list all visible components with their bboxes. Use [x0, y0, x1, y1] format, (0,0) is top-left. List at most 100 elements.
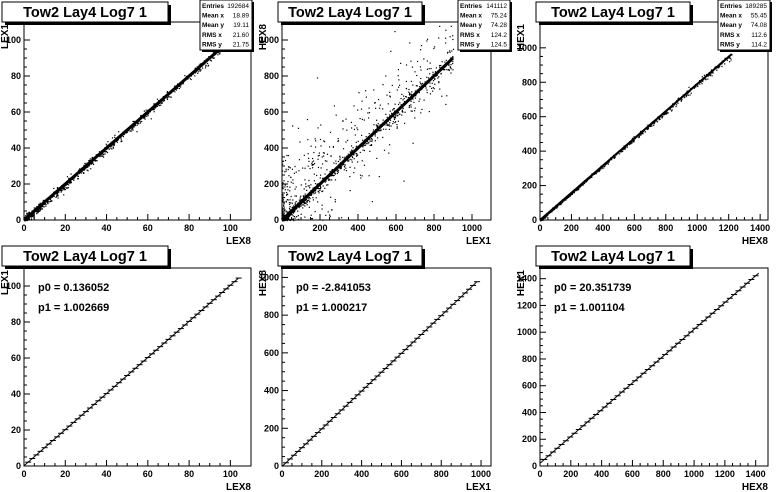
scatter-point [295, 219, 297, 221]
scatter-point [282, 160, 285, 162]
scatter-point [321, 156, 323, 158]
scatter-point [311, 164, 313, 166]
scatter-point [426, 60, 428, 62]
scatter-point [350, 151, 352, 153]
stats-value: 21.60 [233, 32, 250, 39]
scatter-point [437, 77, 439, 79]
scatter-point [31, 214, 33, 216]
scatter-point [147, 114, 149, 117]
scatter-point [83, 169, 85, 172]
scatter-point [354, 167, 356, 169]
scatter-point [26, 219, 29, 222]
scatter-point [285, 210, 287, 212]
scatter-point [287, 199, 289, 201]
scatter-point [285, 168, 287, 170]
scatter-point [336, 170, 338, 172]
scatter-point [294, 202, 296, 204]
scatter-point [170, 96, 172, 98]
y-tick-label: 80 [11, 317, 21, 327]
scatter-point [370, 144, 373, 146]
scatter-point [293, 210, 295, 212]
scatter-point [449, 66, 451, 68]
scatter-point [629, 143, 631, 145]
scatter-point [102, 155, 104, 157]
scatter-point [365, 96, 368, 98]
scatter-point [331, 179, 333, 181]
scatter-point [342, 120, 344, 122]
scatter-point [341, 164, 343, 166]
scatter-point [196, 66, 198, 68]
x-tick-label: 800 [426, 223, 441, 233]
scatter-point [90, 168, 92, 170]
scatter-point [382, 83, 384, 86]
scatter-point [382, 108, 384, 110]
scatter-point [378, 175, 380, 178]
scatter-point [31, 215, 34, 217]
scatter-point [28, 212, 30, 214]
scatter-point [282, 182, 284, 184]
scatter-point [290, 202, 292, 204]
scatter-point [369, 144, 371, 146]
scatter-point [105, 143, 107, 145]
scatter-point [153, 111, 155, 113]
scatter-point [141, 120, 143, 123]
scatter-point [286, 219, 288, 221]
y-tick-label: 0 [532, 215, 537, 225]
scatter-point [117, 139, 119, 142]
scatter-point [427, 77, 430, 79]
scatter-point [291, 168, 294, 170]
scatter-point [308, 199, 310, 201]
scatter-point [701, 76, 703, 78]
scatter-point [360, 108, 363, 110]
scatter-point [394, 122, 396, 124]
scatter-point [340, 166, 343, 168]
scatter-point [286, 186, 288, 188]
scatter-point [358, 92, 360, 94]
scatter-point [404, 96, 407, 98]
x-tick-label: 0 [279, 469, 284, 479]
scatter-point [419, 49, 422, 51]
scatter-point [380, 129, 382, 131]
scatter-point [283, 209, 286, 211]
scatter-point [89, 158, 91, 160]
scatter-point [379, 104, 381, 106]
scatter-point [351, 127, 353, 129]
scatter-point [409, 92, 411, 94]
y-tick-label: 200 [522, 181, 537, 191]
scatter-point [283, 207, 286, 209]
scatter-point [33, 213, 35, 215]
scatter-point [658, 119, 660, 121]
scatter-point [115, 140, 118, 143]
scatter-point [301, 204, 303, 206]
scatter-density-band [280, 56, 455, 222]
scatter-point [426, 76, 428, 78]
scatter-point [112, 146, 114, 148]
scatter-point [217, 52, 219, 54]
scatter-point [305, 199, 307, 201]
stats-label: Mean y [460, 22, 482, 29]
scatter-point [293, 205, 295, 207]
scatter-point [292, 179, 294, 181]
scatter-point [311, 163, 313, 165]
scatter-point [399, 102, 401, 104]
scatter-point [28, 216, 30, 219]
scatter-point [361, 134, 363, 137]
scatter-point [286, 199, 288, 201]
scatter-point [433, 87, 435, 90]
scatter-point [449, 51, 451, 53]
scatter-point [351, 150, 353, 152]
scatter-point [110, 145, 112, 148]
scatter-point [30, 216, 32, 218]
scatter-point [561, 203, 563, 205]
scatter-point [27, 212, 29, 215]
scatter-point [446, 95, 448, 97]
scatter-point [542, 218, 544, 220]
scatter-point [284, 159, 287, 162]
scatter-point [355, 141, 357, 144]
scatter-point [66, 187, 68, 189]
scatter-point [113, 143, 115, 145]
scatter-point [726, 59, 729, 61]
scatter-point [62, 187, 64, 189]
scatter-point [370, 144, 373, 147]
scatter-point [108, 148, 111, 150]
